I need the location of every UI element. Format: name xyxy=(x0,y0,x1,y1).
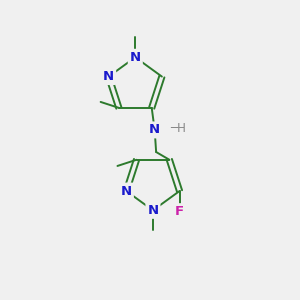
Text: N: N xyxy=(103,70,114,83)
Text: N: N xyxy=(147,204,158,217)
Text: N: N xyxy=(121,184,132,197)
Text: N: N xyxy=(149,123,160,136)
Text: ─H: ─H xyxy=(170,122,186,135)
Text: N: N xyxy=(130,51,141,64)
Text: F: F xyxy=(175,205,184,218)
